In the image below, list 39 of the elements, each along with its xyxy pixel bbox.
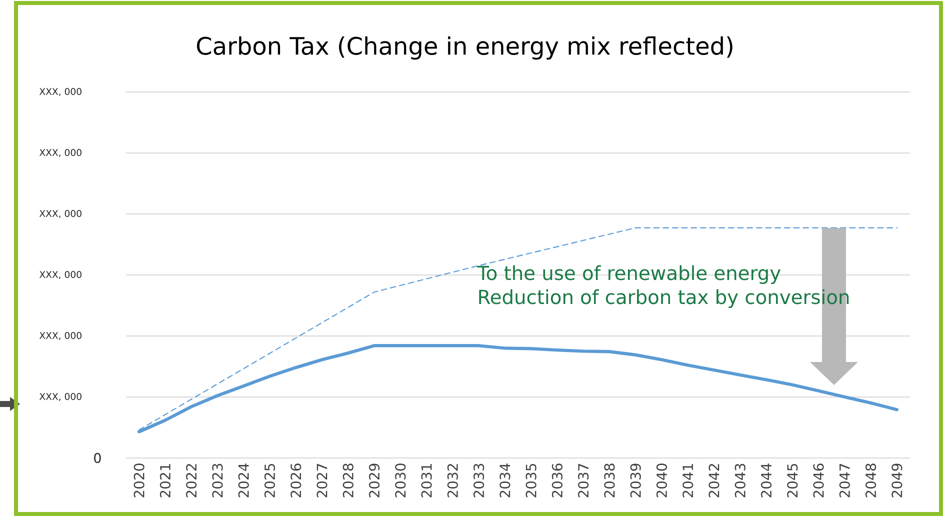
x-tick-label: 2033 <box>474 464 484 498</box>
x-tick-label: 2030 <box>395 464 406 498</box>
x-tick-label: 2044 <box>760 464 772 498</box>
x-tick-label: 2027 <box>316 464 328 498</box>
text: XXX, 000 <box>39 392 82 401</box>
x-tick-label: 2039 <box>630 464 641 498</box>
x-tick-label: 2026 <box>290 464 302 498</box>
x-tick-label: 2043 <box>734 464 746 498</box>
text: XXX, 000 <box>39 332 82 340</box>
text: XXX, 000 <box>39 88 82 96</box>
chart-title: Carbon Tax (Change in energy mix reflected) <box>196 36 732 60</box>
x-tick-label: 2035 <box>526 464 536 498</box>
x-tick-label: 2048 <box>866 464 876 498</box>
x-tick-label: 2020 <box>134 464 144 498</box>
x-tick-label: 2032 <box>447 464 458 498</box>
annotation: To the use of renewable energy Reduction of carbon tax by conversion <box>477 265 849 308</box>
text: XXX, 000 <box>39 270 82 280</box>
text: 0 <box>94 452 101 464</box>
x-tick-label: 2034 <box>500 464 510 498</box>
x-tick-label: 2028 <box>342 464 354 498</box>
x-tick-label: 2041 <box>682 464 694 498</box>
x-tick-label: 2049 <box>892 464 902 498</box>
x-tick-label: 2038 <box>604 464 615 498</box>
x-tick-label: 2025 <box>264 464 276 498</box>
x-tick-label: 2022 <box>186 464 197 498</box>
x-tick-label: 2036 <box>552 464 562 498</box>
x-tick-label: 2031 <box>421 464 432 498</box>
x-tick-label: 2037 <box>578 464 589 498</box>
text: XXX, 000 <box>39 149 82 158</box>
x-tick-label: 2042 <box>708 464 720 498</box>
x-tick-label: 2046 <box>813 464 824 498</box>
x-tick-label: 2047 <box>839 464 850 498</box>
text: XXX, 000 <box>39 210 82 218</box>
x-tick-label: 2023 <box>212 464 223 498</box>
x-tick-label: 2045 <box>787 464 798 498</box>
x-tick-label: 2029 <box>368 464 380 498</box>
x-tick-label: 2040 <box>656 464 668 498</box>
x-tick-label: 2021 <box>160 464 170 498</box>
x-tick-label: 2024 <box>238 464 249 498</box>
